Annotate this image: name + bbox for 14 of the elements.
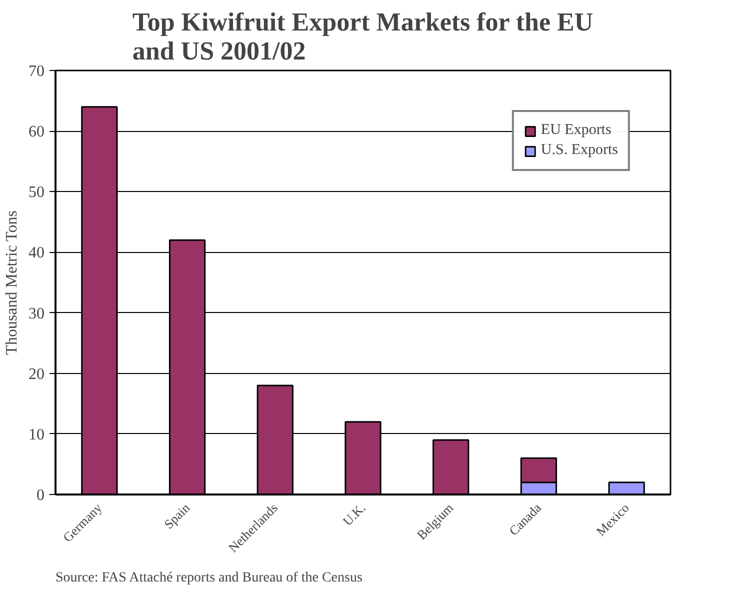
y-tick-label: 40	[28, 244, 44, 262]
source-note: Source: FAS Attaché reports and Bureau of the Census	[56, 570, 362, 586]
y-tick-label: 10	[28, 426, 44, 444]
y-tick-label: 20	[28, 366, 44, 383]
y-axis-title: Thousand Metric Tons	[4, 210, 20, 355]
x-tick-label: U.K.	[340, 500, 368, 529]
y-tick-label: 50	[28, 184, 44, 202]
legend-label: EU Exports	[540, 122, 612, 139]
y-tick-label: 60	[28, 124, 44, 141]
legend-label: U.S. Exports	[540, 142, 618, 159]
y-tick-label: 30	[28, 305, 44, 322]
y-tick-label: 0	[36, 487, 44, 504]
y-tick-label: 70	[28, 63, 44, 80]
chart-title: Top Kiwifruit Export Markets for the EU and US 2001/02	[132, 8, 594, 66]
